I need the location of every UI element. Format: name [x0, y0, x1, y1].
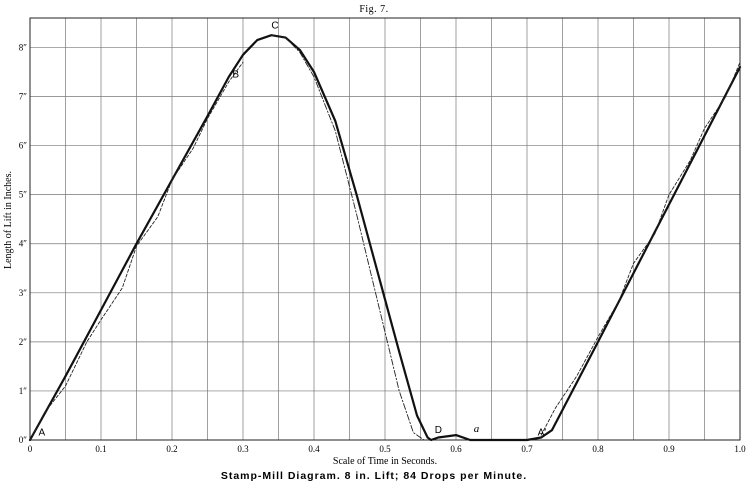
series-layer — [28, 34, 742, 442]
series-line-dashed — [540, 61, 741, 436]
point-label: B — [232, 69, 239, 80]
x-tick-label: 0.6 — [450, 444, 462, 454]
x-tick-label: 0.9 — [663, 444, 675, 454]
y-tick-label: 2″ — [19, 337, 28, 347]
grid — [30, 18, 740, 440]
y-tick-label: 6″ — [19, 141, 28, 151]
x-tick-label: 0.7 — [521, 444, 533, 454]
x-tick-label: 0.3 — [237, 444, 249, 454]
plot-frame — [29, 17, 741, 441]
point-label: A′ — [538, 428, 547, 439]
y-tick-label: 7″ — [19, 92, 28, 102]
y-tick-label: 4″ — [19, 239, 28, 249]
x-tick-label: 0.5 — [379, 444, 391, 454]
y-tick-label: 1″ — [19, 386, 28, 396]
y-tick-label: 0″ — [19, 435, 28, 445]
y-axis-label: Length of Lift in Inches. — [3, 171, 14, 269]
y-tick-label: 3″ — [19, 288, 28, 298]
y-tick-label: 5″ — [19, 190, 28, 200]
x-tick-labels: 0 0.1 0.2 0.3 0.4 0.5 0.6 0.7 0.8 0.9 1.0 — [28, 444, 746, 454]
series-line-dash-dot — [270, 34, 425, 441]
point-label: D — [435, 425, 442, 436]
x-tick-label: 0 — [28, 444, 33, 454]
x-axis-label: Scale of Time in Seconds. — [333, 456, 437, 467]
x-tick-label: 0.1 — [95, 444, 106, 454]
point-label: a — [474, 423, 480, 435]
y-tick-labels: 0″ 1″ 2″ 3″ 4″ 5″ 6″ 7″ 8″ — [19, 42, 28, 445]
point-label: A — [39, 428, 46, 439]
x-tick-label: 1.0 — [734, 444, 746, 454]
figure-label: Fig. 7. — [359, 4, 388, 15]
y-tick-label: 8″ — [19, 42, 28, 52]
series-line-solid — [28, 34, 742, 442]
series-line-dashed — [29, 61, 244, 441]
x-tick-label: 0.8 — [592, 444, 604, 454]
point-label: C — [271, 20, 278, 31]
chart-caption: Stamp-Mill Diagram. 8 in. Lift; 84 Drops… — [221, 470, 527, 482]
point-annotations: A B C D a A′ — [39, 20, 547, 438]
x-tick-label: 0.2 — [166, 444, 177, 454]
x-tick-label: 0.4 — [308, 444, 320, 454]
